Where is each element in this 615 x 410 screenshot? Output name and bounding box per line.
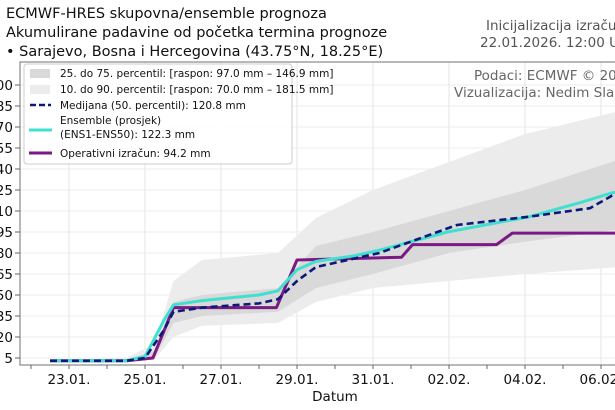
visualization-credit: Vizualizacija: Nedim Sla xyxy=(454,85,614,101)
x-tick-label: 27.01. xyxy=(200,372,243,388)
legend-label-10-90: 10. do 90. percentil: [raspon: 70.0 mm –… xyxy=(60,84,333,96)
y-tick-label: 65 xyxy=(0,267,13,283)
x-tick-label: 31.01. xyxy=(352,372,395,388)
legend-label-mean-2: (ENS1-ENS50): 122.3 mm xyxy=(60,129,195,141)
y-tick-label: 5 xyxy=(4,351,13,367)
legend-label-mean: Ensemble (prosjek) xyxy=(60,115,161,127)
y-tick-label: 50 xyxy=(0,288,13,304)
y-tick-label: 80 xyxy=(0,246,13,262)
y-tick-label: 35 xyxy=(0,309,13,325)
init-label: Inicijalizacija izraču xyxy=(486,18,615,34)
legend-swatch-25-75 xyxy=(30,69,50,78)
plot-frame xyxy=(19,61,615,366)
series-group xyxy=(50,112,615,363)
y-tick-label: 155 xyxy=(0,141,13,157)
init-value: 22.01.2026. 12:00 U xyxy=(480,35,615,51)
y-tick-label: 95 xyxy=(0,225,13,241)
legend: 25. do 75. percentil: [raspon: 97.0 mm –… xyxy=(23,63,333,165)
legend-label-median: Medijana (50. percentil): 120.8 mm xyxy=(60,100,246,112)
legend-label-operational: Operativni izračun: 94.2 mm xyxy=(60,148,211,160)
x-tick-label: 04.02. xyxy=(504,372,547,388)
x-tick-label: 25.01. xyxy=(124,372,167,388)
y-axis: 5 20 35 50 65 80 95 110 125 140 155 170 185 200 xyxy=(0,78,20,367)
x-axis: 23.01. 25.01. 27.01. 29.01. 31.01. 02.02. 04.0… xyxy=(30,365,615,388)
x-tick-label: 23.01. xyxy=(48,372,91,388)
y-tick-label: 170 xyxy=(0,120,13,136)
series-line-mean xyxy=(50,190,615,363)
x-axis-label: Datum xyxy=(312,389,358,405)
series-line-median xyxy=(50,193,615,363)
title-line-1: ECMWF-HRES skupovna/ensemble prognoza xyxy=(6,6,327,22)
x-tick-label: 29.01. xyxy=(276,372,319,388)
x-tick-label: 02.02. xyxy=(428,372,471,388)
y-tick-label: 125 xyxy=(0,183,13,199)
x-tick-label: 06.02. xyxy=(580,372,615,388)
y-tick-label: 140 xyxy=(0,162,13,178)
y-tick-label: 110 xyxy=(0,204,13,220)
legend-label-25-75: 25. do 75. percentil: [raspon: 97.0 mm –… xyxy=(60,68,333,80)
title-line-2: Akumulirane padavine od početka termina … xyxy=(6,25,387,41)
band-25-75 xyxy=(50,160,615,361)
title-line-3: • Sarajevo, Bosna i Hercegovina (43.75°N… xyxy=(6,44,383,60)
legend-swatch-10-90 xyxy=(30,85,50,94)
y-tick-label: 20 xyxy=(0,330,13,346)
source-credit: Podaci: ECMWF © 20 xyxy=(474,68,615,84)
plot-area xyxy=(50,112,615,363)
y-tick-label: 185 xyxy=(0,99,13,115)
y-tick-label: 200 xyxy=(0,78,13,94)
